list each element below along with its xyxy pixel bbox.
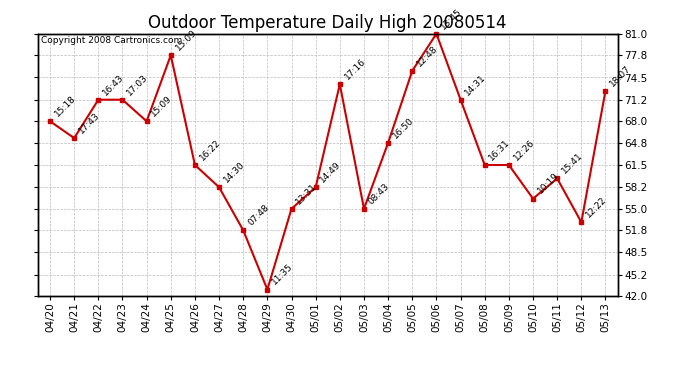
Text: 13:45: 13:45: [440, 6, 464, 31]
Text: 08:43: 08:43: [367, 182, 391, 206]
Title: Outdoor Temperature Daily High 20080514: Outdoor Temperature Daily High 20080514: [148, 14, 507, 32]
Text: 12:48: 12:48: [415, 44, 440, 68]
Text: Copyright 2008 Cartronics.com: Copyright 2008 Cartronics.com: [41, 36, 182, 45]
Text: 15:09: 15:09: [150, 94, 174, 118]
Text: 12:22: 12:22: [584, 195, 609, 219]
Text: 15:09: 15:09: [174, 28, 198, 53]
Text: 16:22: 16:22: [198, 138, 222, 162]
Text: 13:31: 13:31: [295, 181, 319, 206]
Text: 17:43: 17:43: [77, 111, 101, 135]
Text: 14:30: 14:30: [222, 160, 246, 184]
Text: 17:16: 17:16: [343, 57, 367, 81]
Text: 15:41: 15:41: [560, 151, 584, 176]
Text: 14:49: 14:49: [319, 160, 343, 184]
Text: 14:31: 14:31: [464, 72, 488, 97]
Text: 15:18: 15:18: [53, 94, 77, 118]
Text: 11:35: 11:35: [270, 262, 295, 287]
Text: 18:07: 18:07: [609, 63, 633, 88]
Text: 17:03: 17:03: [126, 72, 150, 97]
Text: 07:48: 07:48: [246, 203, 270, 228]
Text: 12:26: 12:26: [512, 138, 536, 162]
Text: 16:31: 16:31: [488, 138, 512, 162]
Text: 16:50: 16:50: [391, 116, 415, 140]
Text: 10:19: 10:19: [536, 171, 560, 196]
Text: 16:43: 16:43: [101, 72, 126, 97]
